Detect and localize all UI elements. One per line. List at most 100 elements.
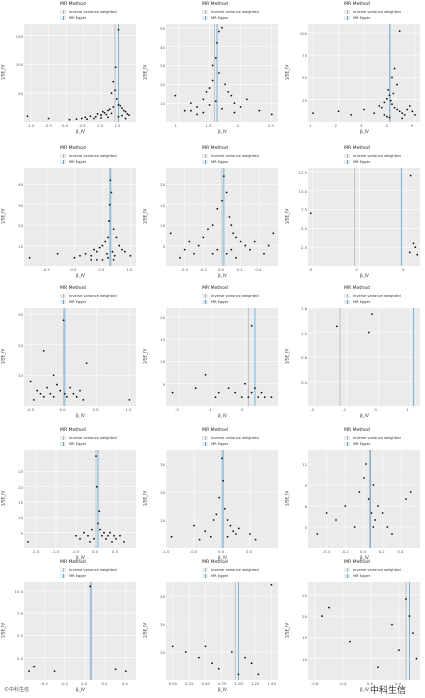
snp-point <box>196 106 199 108</box>
snp-point <box>353 526 356 528</box>
snp-point <box>230 248 233 251</box>
snp-point <box>107 116 109 119</box>
plot-svg <box>308 450 420 548</box>
snp-point <box>398 649 400 652</box>
snp-point <box>316 533 319 535</box>
legend-title: MR Method <box>202 428 228 433</box>
snp-point <box>358 491 361 493</box>
legend-item-0: Inverse variance weighted <box>211 10 259 14</box>
y-axis-label: 1/SE_IV <box>142 208 148 225</box>
snp-point <box>350 113 353 116</box>
snp-point <box>415 657 418 660</box>
snp-point <box>128 114 130 116</box>
legend-line-1 <box>204 300 206 304</box>
snp-point <box>123 250 126 253</box>
snp-point <box>221 26 223 29</box>
legend-key-0 <box>202 436 208 440</box>
snp-point <box>309 212 312 215</box>
plot-svg <box>24 24 136 122</box>
y-axis-label: 1/SE_IV <box>284 64 290 81</box>
x-tick-label: -0.4 <box>40 681 48 686</box>
snp-point <box>226 519 229 521</box>
plot-svg <box>24 308 136 406</box>
snp-point <box>89 585 92 588</box>
y-tick-label: 12 <box>302 462 307 467</box>
x-tick-label: 0.2 <box>101 681 108 686</box>
snp-point <box>226 535 229 538</box>
snp-point <box>408 615 411 617</box>
y-tick-label: 20 <box>160 650 165 655</box>
snp-point <box>216 41 218 44</box>
snp-point <box>391 623 393 626</box>
snp-point <box>183 109 186 112</box>
x-tick-label: -0.8 <box>311 681 319 686</box>
snp-point <box>205 90 208 93</box>
x-tick-label: 1.50 <box>267 681 276 686</box>
snp-point <box>174 94 177 97</box>
snp-point <box>367 498 370 500</box>
snp-point <box>377 505 379 507</box>
funnel-plot: MR Method Inverse variance weighted MR Egg… <box>0 560 140 698</box>
snp-point <box>42 349 45 352</box>
snp-point <box>110 191 113 194</box>
snp-point <box>253 240 256 243</box>
snp-point <box>114 668 117 671</box>
snp-point <box>49 392 52 395</box>
snp-point <box>370 512 373 514</box>
legend-line-1 <box>62 16 64 20</box>
x-axis-label: β_IV <box>218 555 227 560</box>
snp-point <box>89 115 92 118</box>
x-tick-label: 0.5 <box>98 267 105 272</box>
plot-area <box>308 308 420 406</box>
snp-point <box>47 117 50 120</box>
snp-point <box>257 673 260 676</box>
snp-point <box>75 534 77 537</box>
snp-point <box>235 256 237 259</box>
snp-point <box>73 256 76 259</box>
snp-point <box>401 112 404 114</box>
snp-point <box>216 248 219 251</box>
snp-point <box>59 389 62 392</box>
snp-point <box>221 457 223 460</box>
legend-key-1 <box>202 574 208 578</box>
x-tick-label: 0.0 <box>218 267 225 272</box>
y-axis-label: 1/SE_IV <box>0 348 6 365</box>
snp-point <box>325 512 328 514</box>
snp-point <box>112 258 115 261</box>
legend-item-1: MR Egger <box>353 442 371 446</box>
snp-point <box>108 108 111 111</box>
snp-point <box>250 662 253 665</box>
legend-title: MR Method <box>344 286 370 291</box>
legend-line-0 <box>346 436 348 440</box>
snp-point <box>416 253 419 256</box>
snp-point <box>84 116 87 119</box>
snp-point <box>46 386 48 389</box>
snp-point <box>97 522 99 525</box>
snp-point <box>93 117 95 120</box>
snp-point <box>80 117 83 120</box>
x-tick-label: -5 <box>308 267 313 272</box>
snp-point <box>411 110 414 113</box>
snp-point <box>169 232 172 235</box>
y-tick-label: 10 <box>302 656 307 662</box>
legend-item-1: MR Egger <box>69 574 87 578</box>
x-axis-label: β_IV <box>360 129 369 134</box>
snp-point <box>204 530 207 533</box>
snp-point <box>103 531 105 534</box>
snp-point <box>32 398 35 401</box>
x-tick-label: -1.0 <box>162 549 170 554</box>
y-tick-label: 20 <box>18 223 23 229</box>
x-tick-label: -2 <box>310 407 315 412</box>
funnel-plot: MR Method Inverse variance weighted MR Egg… <box>284 286 424 424</box>
snp-point <box>121 248 123 251</box>
y-tick-label: 5 <box>20 530 23 536</box>
snp-point <box>249 248 251 251</box>
snp-point <box>211 79 214 82</box>
legend-line-0 <box>204 294 206 298</box>
snp-point <box>99 528 101 531</box>
snp-point <box>272 232 275 235</box>
funnel-plot: MR Method Inverse variance weighted MR Egg… <box>0 2 140 140</box>
snp-point <box>247 396 250 398</box>
legend-line-1 <box>62 442 64 446</box>
snp-point <box>412 242 415 245</box>
